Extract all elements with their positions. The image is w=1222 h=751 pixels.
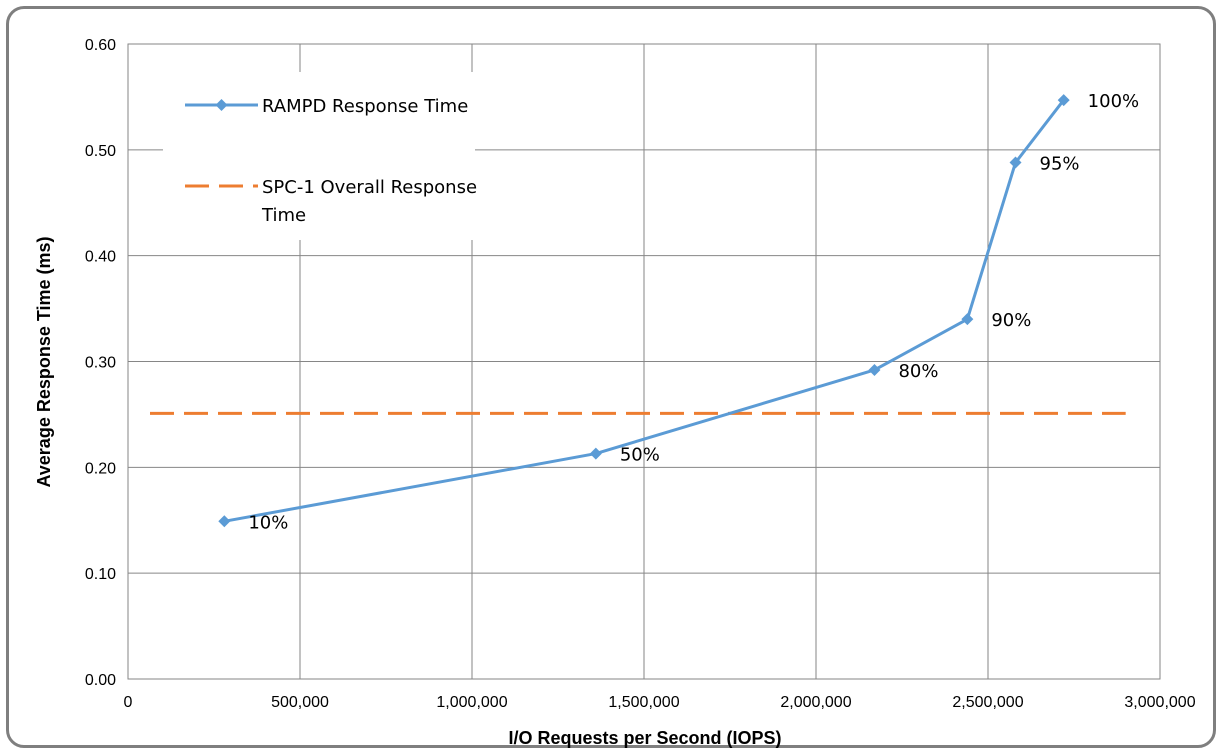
y-axis-ticks: 0.00 0.10 0.20 0.30 0.40 0.50 0.60: [85, 37, 116, 689]
y-tick-label: 0.00: [85, 672, 116, 689]
x-tick-label: 1,000,000: [436, 694, 507, 711]
rampd-data-point: [868, 363, 881, 376]
legend-label-spc1-line2: Time: [261, 205, 306, 226]
x-axis-title: I/O Requests per Second (IOPS): [508, 728, 781, 748]
x-axis-ticks: 0 500,000 1,000,000 1,500,000 2,000,000 2,500…: [124, 694, 1196, 711]
rampd-data-point: [1057, 94, 1070, 107]
y-tick-label: 0.20: [85, 460, 116, 477]
x-tick-label: 1,500,000: [608, 694, 679, 711]
data-label: 100%: [1088, 91, 1139, 112]
plot-area-border: [127, 43, 1161, 680]
series-layer: 10% 50% 80% 90% 95% 100%: [150, 91, 1139, 533]
x-tick-label: 0: [124, 694, 133, 711]
data-label: 90%: [991, 310, 1031, 331]
rampd-response-line: [224, 99, 1065, 523]
legend-label-rampd: RAMPD Response Time: [262, 96, 468, 117]
y-tick-label: 0.10: [85, 566, 116, 583]
x-tick-label: 3,000,000: [1124, 694, 1195, 711]
rampd-data-point: [1009, 156, 1022, 169]
y-axis-title: Average Response Time (ms): [34, 236, 54, 487]
rampd-data-point: [961, 313, 974, 326]
y-tick-label: 0.50: [85, 143, 116, 160]
y-tick-label: 0.60: [85, 37, 116, 54]
legend-label-spc1-line1: SPC-1 Overall Response: [262, 177, 477, 198]
legend: RAMPD Response Time SPC-1 Overall Respon…: [163, 72, 483, 240]
legend-label-spc1: SPC-1 Overall Response Time: [261, 177, 483, 226]
x-tick-label: 2,500,000: [952, 694, 1023, 711]
data-label: 80%: [898, 361, 938, 382]
rampd-data-point: [218, 515, 231, 528]
data-label: 95%: [1040, 154, 1080, 175]
data-label: 10%: [248, 512, 288, 533]
legend-box: [163, 72, 475, 240]
x-tick-label: 2,000,000: [780, 694, 851, 711]
data-label: 50%: [620, 445, 660, 466]
x-tick-label: 500,000: [271, 694, 329, 711]
y-tick-label: 0.30: [85, 355, 116, 372]
legend-marker-rampd: [215, 99, 228, 111]
y-tick-label: 0.40: [85, 249, 116, 266]
rampd-data-point: [589, 447, 602, 460]
